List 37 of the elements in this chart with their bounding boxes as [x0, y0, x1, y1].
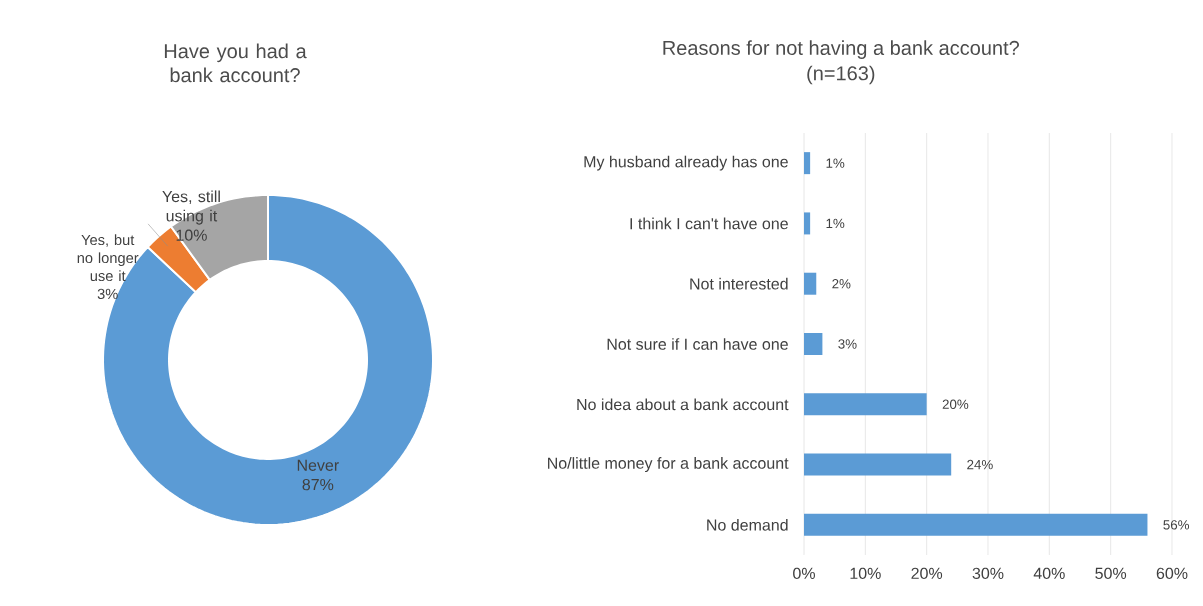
bar — [804, 272, 817, 295]
chart-subtitle: (n=163) — [807, 65, 875, 85]
x-tick-label: 20% — [911, 567, 943, 580]
y-tick-label: No demand — [707, 518, 788, 531]
data-label: 3% — [97, 288, 118, 300]
data-label: 20% — [942, 399, 969, 409]
bar — [804, 212, 811, 235]
bar — [804, 513, 1148, 536]
chart-title: Reasons for not having a bank account? — [663, 40, 1019, 59]
data-label: 1% — [826, 158, 845, 168]
x-tick-label: 10% — [850, 567, 881, 580]
data-label: 2% — [832, 279, 851, 289]
y-tick-label: Not sure if I can have one — [607, 338, 788, 350]
x-tick-label: 60% — [1156, 567, 1188, 580]
data-label: 1% — [826, 218, 845, 229]
data-label: 56% — [1163, 520, 1190, 530]
data-label: 10% — [176, 229, 207, 241]
bar — [804, 453, 952, 476]
slice-label: Never — [297, 459, 339, 471]
x-tick-label: 40% — [1033, 567, 1065, 580]
slice-label: Yes, still using it — [162, 190, 220, 225]
x-tick-label: 50% — [1095, 567, 1127, 580]
x-tick-label: 30% — [972, 567, 1004, 580]
chart-title: Have you had a bank account? — [164, 43, 307, 83]
data-label: 87% — [302, 478, 334, 491]
y-tick-label: I think I can't have one — [630, 217, 788, 230]
y-tick-label: Not interested — [690, 277, 788, 290]
x-tick-label: 0% — [793, 567, 815, 580]
slice-label: Yes, but no longer use it — [77, 234, 139, 282]
bar — [804, 333, 823, 355]
data-label: 3% — [838, 339, 857, 349]
y-tick-label: My husband already has one — [584, 155, 788, 171]
bar — [804, 393, 927, 416]
bar — [804, 152, 811, 175]
y-tick-label: No/little money for a bank account — [548, 457, 789, 473]
y-tick-label: No idea about a bank account — [577, 398, 789, 411]
data-label: 24% — [967, 459, 993, 470]
